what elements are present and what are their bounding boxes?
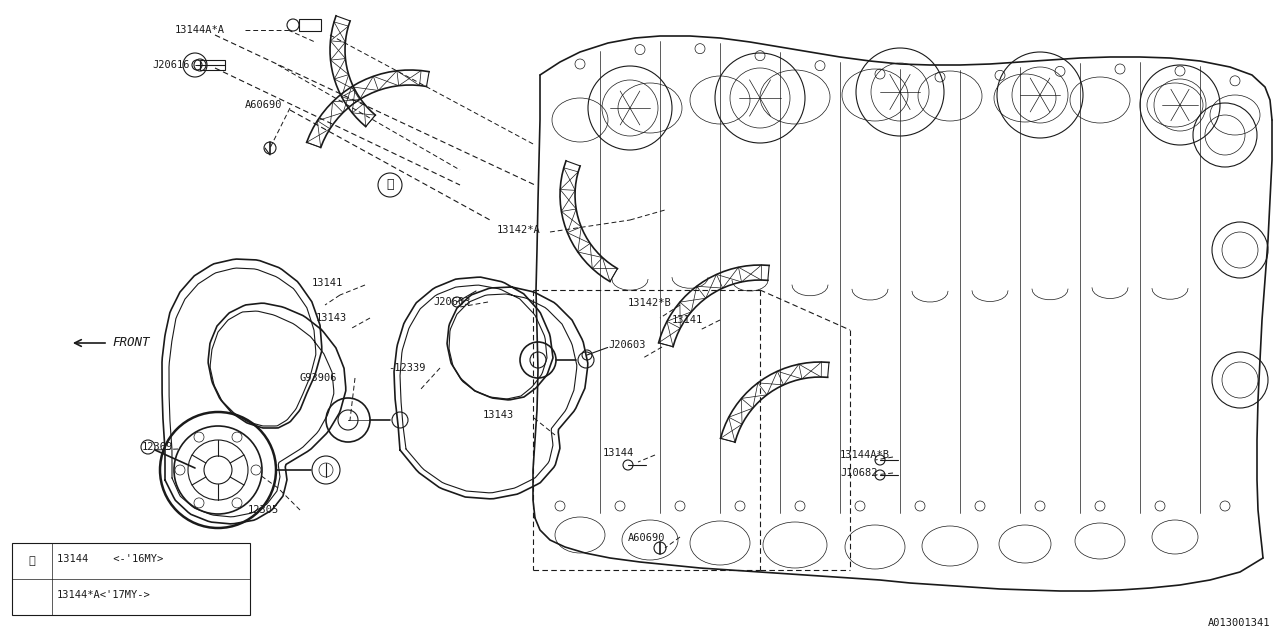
Text: 13141: 13141 — [312, 278, 343, 288]
Bar — [200, 60, 225, 70]
Text: G93906: G93906 — [300, 373, 338, 383]
Text: ①: ① — [28, 556, 36, 566]
Bar — [300, 19, 321, 31]
Text: J20603: J20603 — [433, 297, 471, 307]
Text: -12339: -12339 — [388, 363, 425, 373]
Bar — [12, 543, 250, 615]
Text: 12305: 12305 — [248, 505, 279, 515]
Text: A013001341: A013001341 — [1207, 618, 1270, 628]
Text: A60690: A60690 — [628, 533, 666, 543]
Text: 13141: 13141 — [672, 315, 703, 325]
Text: 13142*B: 13142*B — [628, 298, 672, 308]
Text: ①: ① — [387, 179, 394, 191]
Text: J20603: J20603 — [608, 340, 645, 350]
Text: FRONT: FRONT — [113, 337, 150, 349]
Text: 13144A*A: 13144A*A — [175, 25, 225, 35]
Text: 13144    <-'16MY>: 13144 <-'16MY> — [58, 554, 164, 564]
Text: 13144A*B: 13144A*B — [840, 450, 890, 460]
Text: 13143: 13143 — [316, 313, 347, 323]
Text: A60690: A60690 — [244, 100, 283, 110]
Text: 13142*A: 13142*A — [497, 225, 540, 235]
Text: J20616: J20616 — [152, 60, 189, 70]
Text: 12369: 12369 — [142, 442, 173, 452]
Text: 13143: 13143 — [483, 410, 515, 420]
Text: 13144: 13144 — [603, 448, 635, 458]
Circle shape — [378, 173, 402, 197]
Text: J10682: J10682 — [840, 468, 878, 478]
Text: 13144*A<'17MY->: 13144*A<'17MY-> — [58, 590, 151, 600]
